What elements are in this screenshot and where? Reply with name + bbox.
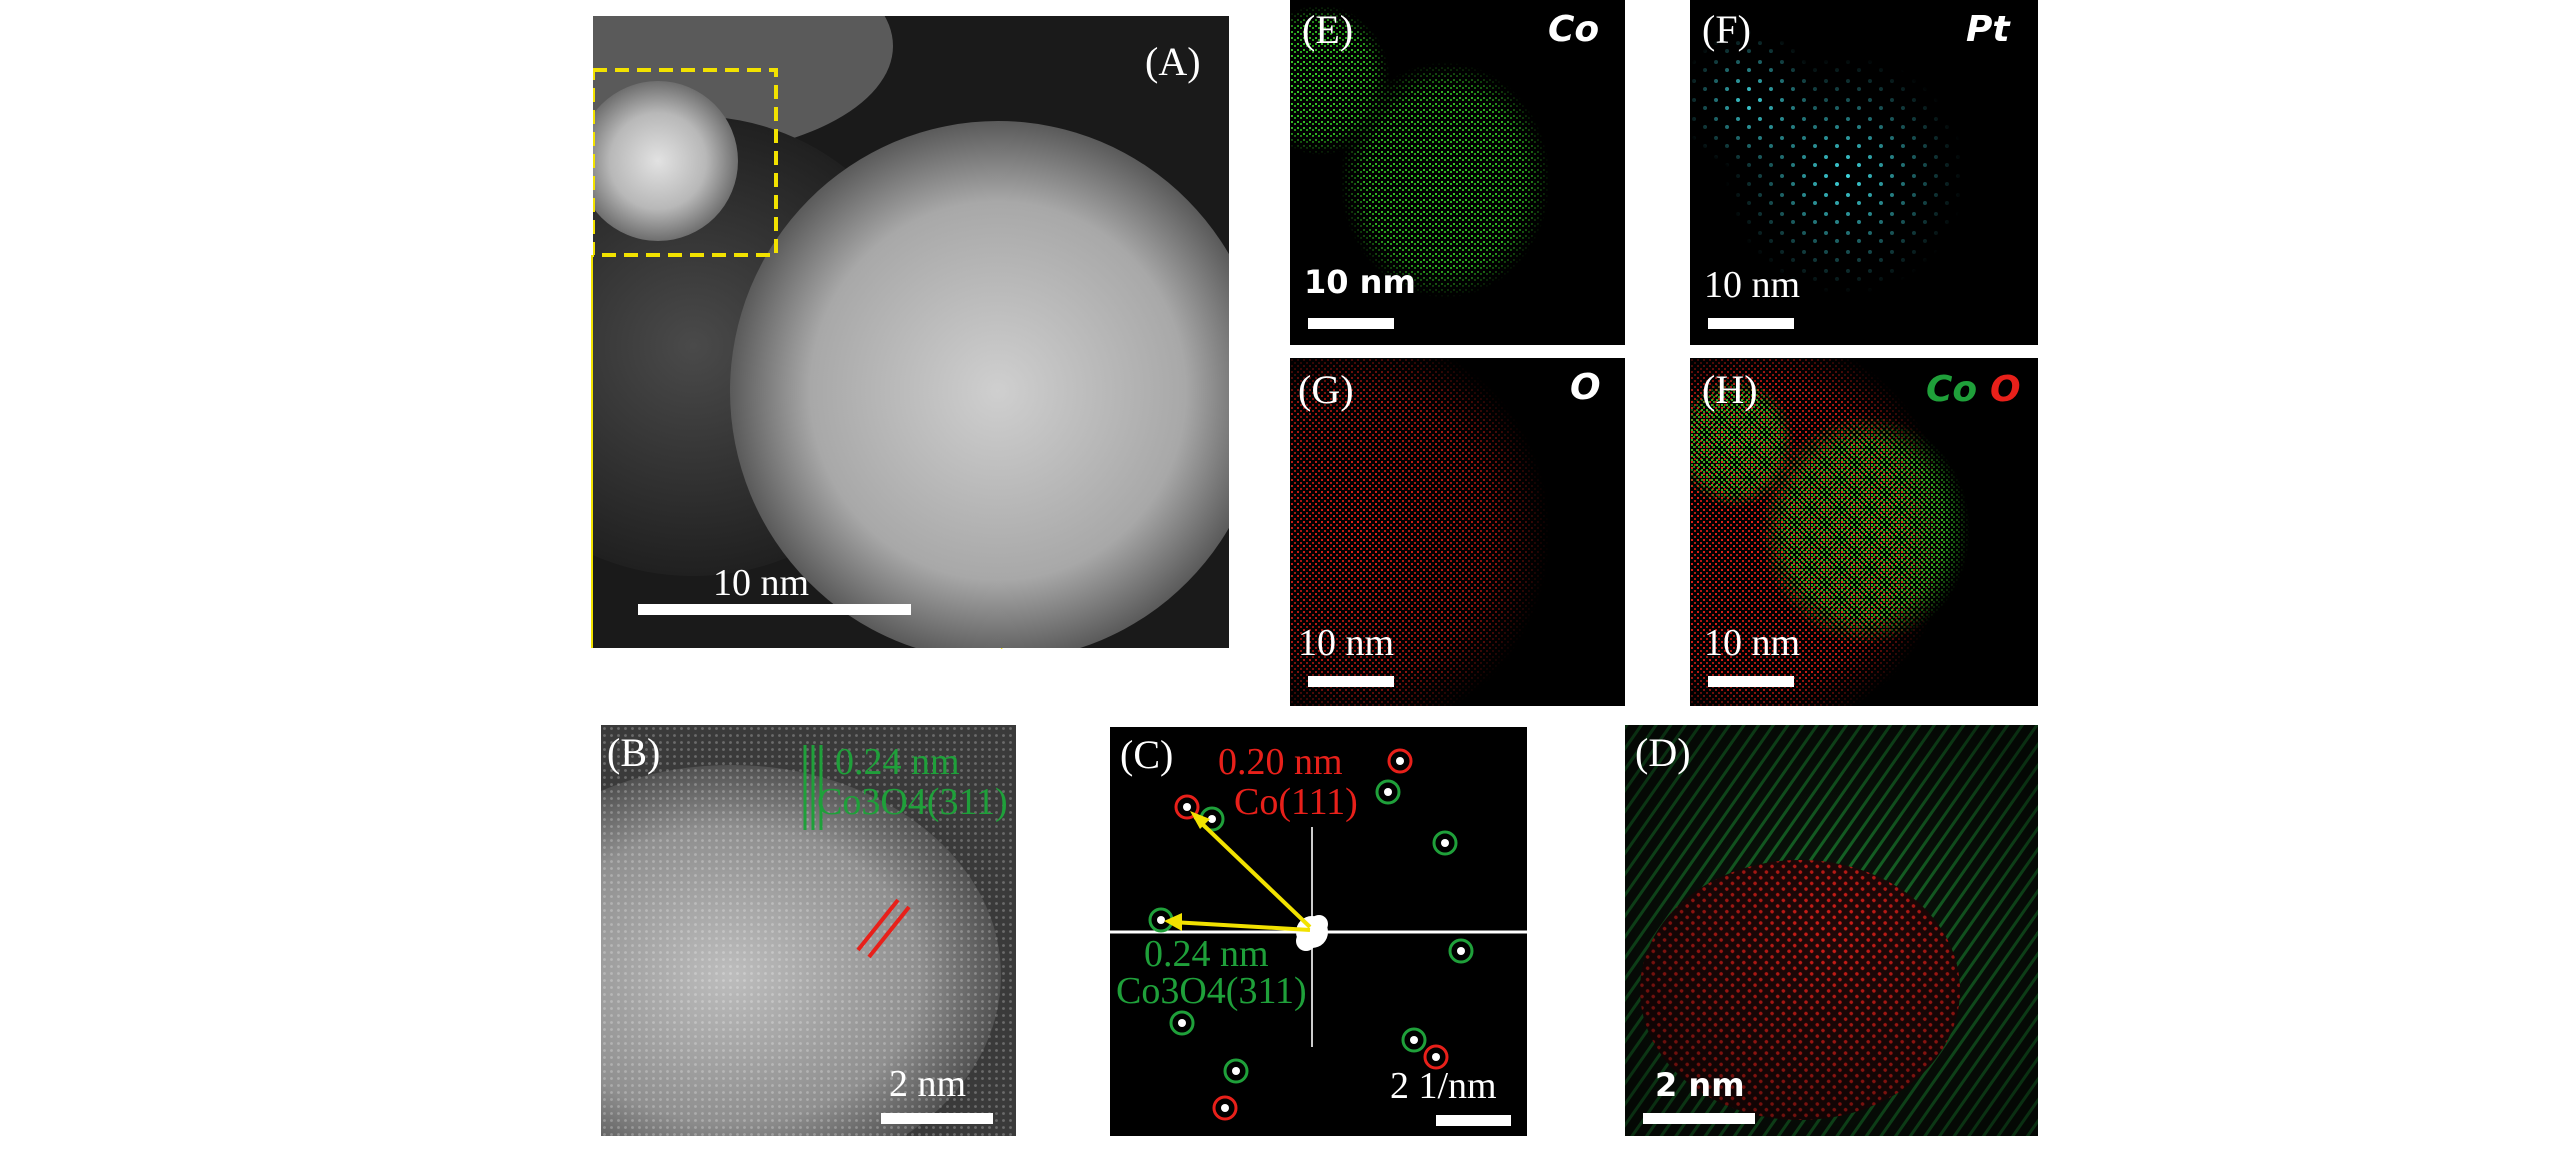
panel-a-label: (A) [1145,39,1201,84]
panel-h-scale-bar [1708,676,1794,687]
panel-b-hrtem-image: (B) 0.24 nm Co3O4(311) 2 nm [601,725,1016,1136]
panel-d-scale-bar [1643,1113,1755,1124]
panel-d-label: (D) [1635,730,1691,775]
panel-e-scale-bar [1308,318,1394,329]
eds-map-pt [1690,0,2038,345]
panel-c-red-plane-label: Co(111) [1234,781,1358,823]
eds-map-co [1290,0,1625,345]
panel-b-plane-label: Co3O4(311) [817,781,1008,823]
panel-c-fft-pattern: (C) 0.20 nm Co(111) 0.24 nm Co3O4(311) 2… [1110,727,1527,1136]
panel-d-scale-label: 2 nm [1655,1066,1745,1104]
panel-f-label: (F) [1702,7,1751,52]
panel-b-scale-label: 2 nm [889,1063,967,1105]
hrtem-image-b [601,725,1016,1136]
panel-h-co-o-overlay: (H) Co O 10 nm [1690,358,2038,706]
panel-c-red-spacing-label: 0.20 nm [1218,741,1343,783]
panel-g-scale-label: 10 nm [1298,622,1395,664]
eds-map-overlay [1690,358,2038,706]
panel-a-scale-label: 10 nm [713,562,810,604]
stem-image-a [593,16,1229,648]
panel-f-scale-label: 10 nm [1704,264,1801,306]
panel-g-label: (G) [1298,367,1354,412]
panel-d-filtered-lattice: (D) 2 nm [1625,725,2038,1136]
panel-b-label: (B) [607,730,661,775]
panel-c-green-plane-label: Co3O4(311) [1116,970,1307,1012]
panel-f-pt-map: (F) Pt 10 nm [1690,0,2038,345]
panel-e-scale-label: 10 nm [1304,263,1416,301]
panel-h-label: (H) [1702,367,1758,412]
panel-e-co-map: (E) Co 10 nm [1290,0,1625,345]
panel-g-scale-bar [1308,676,1394,687]
panel-c-scale-label: 2 1/nm [1390,1065,1497,1107]
fft-image-c [1110,727,1527,1136]
panel-c-label: (C) [1120,732,1174,777]
panel-c-scale-bar [1436,1115,1511,1126]
eds-map-o [1290,358,1625,706]
panel-g-o-map: (G) O 10 nm [1290,358,1625,706]
panel-b-spacing-label: 0.24 nm [835,741,960,783]
panel-e-label: (E) [1302,7,1354,52]
panel-f-scale-bar [1708,318,1794,329]
panel-g-element-label: O [1570,367,1601,408]
lattice-image-d [1625,725,2038,1136]
panel-b-scale-bar [881,1113,993,1124]
panel-f-element-label: Pt [1966,9,2010,50]
panel-a-scale-bar [638,604,911,615]
panel-e-element-label: Co [1548,9,1600,50]
panel-h-scale-label: 10 nm [1704,622,1801,664]
panel-c-green-spacing-label: 0.24 nm [1144,933,1269,975]
panel-a-stem-image: (A) 10 nm [593,16,1229,648]
panel-h-element-co-label: Co [1926,369,1978,410]
panel-h-element-o-label: O [1990,369,2021,410]
